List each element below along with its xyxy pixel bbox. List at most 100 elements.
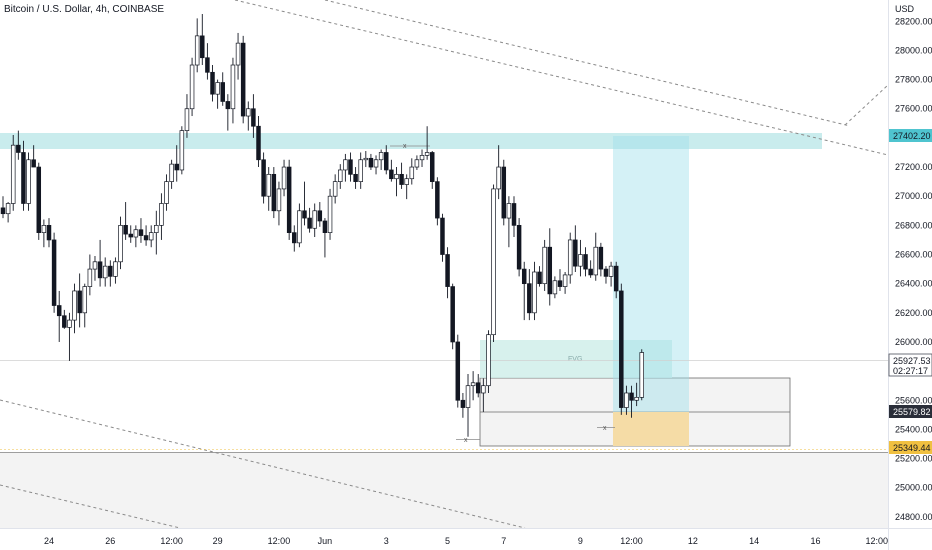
candle-body: [373, 159, 379, 168]
candle-body: [240, 42, 246, 117]
candle-body: [455, 341, 461, 401]
candle-body: [138, 229, 144, 236]
x-mark-1: x: [403, 143, 407, 150]
candle-body: [481, 385, 486, 394]
candle-body: [613, 265, 619, 292]
candle-body: [532, 271, 537, 314]
candle-body: [598, 246, 604, 270]
candle-body: [353, 173, 358, 182]
candle-body: [409, 166, 415, 180]
candle-body: [92, 261, 98, 270]
candle-body: [184, 108, 190, 131]
candle-body: [123, 225, 128, 235]
x-tick-label: 12:00: [160, 536, 183, 546]
resistance-zone: [0, 133, 822, 149]
y-tick-label: 28000.00: [895, 45, 932, 55]
candle-body: [118, 225, 123, 263]
y-tick-label: 27800.00: [895, 75, 932, 85]
candle-body: [215, 82, 220, 95]
candle-body: [537, 271, 542, 285]
candle-body: [322, 220, 328, 233]
y-tick-label: 26200.00: [895, 308, 932, 318]
y-tick-label: 25000.00: [895, 483, 932, 493]
candle-body: [271, 173, 277, 212]
candle-body: [435, 181, 440, 219]
y-axis-unit: USD: [895, 4, 915, 14]
candle-body: [302, 210, 307, 219]
candle-body: [128, 233, 134, 238]
x-tick-label: 3: [384, 536, 389, 546]
upper-trendline-1: [234, 0, 889, 156]
candle-body: [521, 268, 527, 285]
candle-body: [399, 173, 404, 185]
candle-body: [72, 290, 77, 321]
candle-body: [470, 382, 476, 387]
candle-body: [312, 210, 317, 229]
candle-body: [460, 399, 466, 408]
candle-body: [194, 35, 200, 66]
candle-body: [235, 42, 241, 66]
candle-body: [583, 254, 588, 270]
candle-body: [286, 166, 292, 233]
x-tick-label: 5: [445, 536, 450, 546]
candle-body: [169, 163, 174, 182]
candle-body: [501, 166, 507, 219]
candle-body: [159, 203, 164, 226]
candle-body: [527, 283, 532, 314]
candle-body: [317, 210, 323, 222]
candle-body: [486, 334, 491, 387]
stop-level-badge-text: 25349.44: [893, 443, 931, 453]
candle-body: [164, 181, 169, 204]
x-axis-ticks: 242612:002912:00Jun357912:0012141612:001…: [44, 536, 888, 546]
y-tick-label: 25200.00: [895, 454, 932, 464]
candle-body: [338, 169, 343, 182]
candle-body: [363, 157, 369, 161]
y-tick-label: 28200.00: [895, 16, 932, 26]
y-tick-label: 26000.00: [895, 337, 932, 347]
candle-body: [16, 144, 21, 153]
candle-body: [465, 385, 471, 408]
candle-body: [143, 235, 149, 241]
x-tick-label: 12:00: [268, 536, 291, 546]
candle-body: [189, 64, 195, 110]
candle-body: [624, 392, 629, 408]
candle-body: [593, 246, 599, 276]
candle-body: [21, 152, 26, 204]
candle-body: [36, 166, 42, 233]
candle-body: [414, 159, 420, 168]
candle-body: [67, 319, 72, 328]
candle-body: [547, 246, 553, 295]
candle-body: [200, 35, 205, 59]
chart-title: Bitcoin / U.S. Dollar, 4h, COINBASE: [4, 4, 165, 15]
lower-trendline-1: [0, 399, 526, 529]
candle-body: [588, 268, 593, 276]
candle-body: [511, 203, 517, 226]
candle-body: [230, 64, 236, 110]
candle-body: [603, 268, 609, 277]
candle-body: [97, 261, 103, 279]
candle-body: [205, 57, 210, 73]
x-mark-3: x: [603, 425, 607, 432]
candle-body: [562, 274, 568, 287]
y-tick-label: 26800.00: [895, 220, 932, 230]
candle-body: [210, 71, 215, 95]
candle-body: [542, 246, 547, 285]
candle-body: [496, 166, 501, 190]
candle-body: [404, 178, 409, 185]
candle-body: [378, 152, 384, 161]
candle-body: [506, 203, 512, 219]
candle-body: [179, 130, 185, 171]
candle-body: [174, 163, 179, 171]
candle-body: [87, 268, 93, 287]
candle-body: [113, 261, 118, 277]
x-tick-label: 26: [105, 536, 115, 546]
candle-body: [358, 159, 363, 182]
candle-body: [220, 82, 225, 102]
candle-body: [297, 210, 302, 244]
candle-body: [251, 108, 256, 127]
candle-body: [108, 265, 113, 277]
candle-body: [102, 265, 108, 279]
x-mark-2: x: [464, 437, 468, 444]
candle-body: [56, 305, 62, 317]
